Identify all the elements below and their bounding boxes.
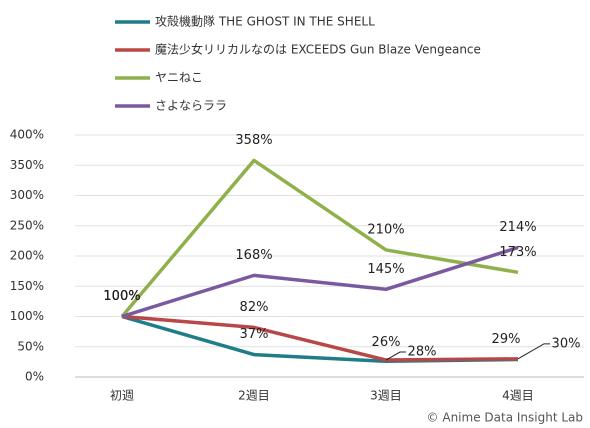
y-tick-label: 150% [10,279,44,293]
label-callout [385,351,406,361]
data-label: 100% [103,289,140,304]
legend-label: 攻殻機動隊 THE GHOST IN THE SHELL [155,14,375,29]
x-tick-label: 3週目 [370,389,402,403]
x-tick-label: 初週 [110,389,134,403]
data-label: 37% [240,327,269,342]
data-label: 358% [235,133,272,148]
y-tick-label: 200% [10,249,44,263]
data-label: 210% [367,222,404,237]
y-tick-label: 50% [17,339,44,353]
data-label: 168% [235,248,272,263]
y-tick-label: 300% [10,188,44,202]
series-line [120,158,519,318]
y-tick-label: 350% [10,158,44,172]
series-line [121,314,519,364]
data-label: 82% [240,300,269,315]
data-label: 173% [499,245,536,260]
data-label: 26% [372,335,401,350]
legend-label: 魔法少女リリカルなのは EXCEEDS Gun Blaze Vengeance [155,42,481,57]
legend-label: ヤニねこ [155,71,203,85]
data-label: 214% [499,220,536,235]
y-tick-label: 100% [10,309,44,323]
series-line [121,245,519,319]
y-tick-label: 250% [10,218,44,232]
y-tick-label: 0% [25,370,44,384]
source-note: © Anime Data Insight Lab [427,411,583,425]
series-line [121,314,519,362]
x-tick-label: 2週目 [238,389,270,403]
data-label: 100% [103,289,140,304]
legend-label: さよならララ [155,99,227,113]
data-label: 100% [103,289,140,304]
data-label: 28% [408,345,437,360]
data-label: 100% [103,289,140,304]
label-callout [517,343,550,360]
data-label: 145% [367,262,404,277]
data-label: 29% [492,332,521,347]
data-label: 30% [552,336,581,351]
y-tick-label: 400% [10,128,44,142]
x-tick-label: 4週目 [502,389,534,403]
